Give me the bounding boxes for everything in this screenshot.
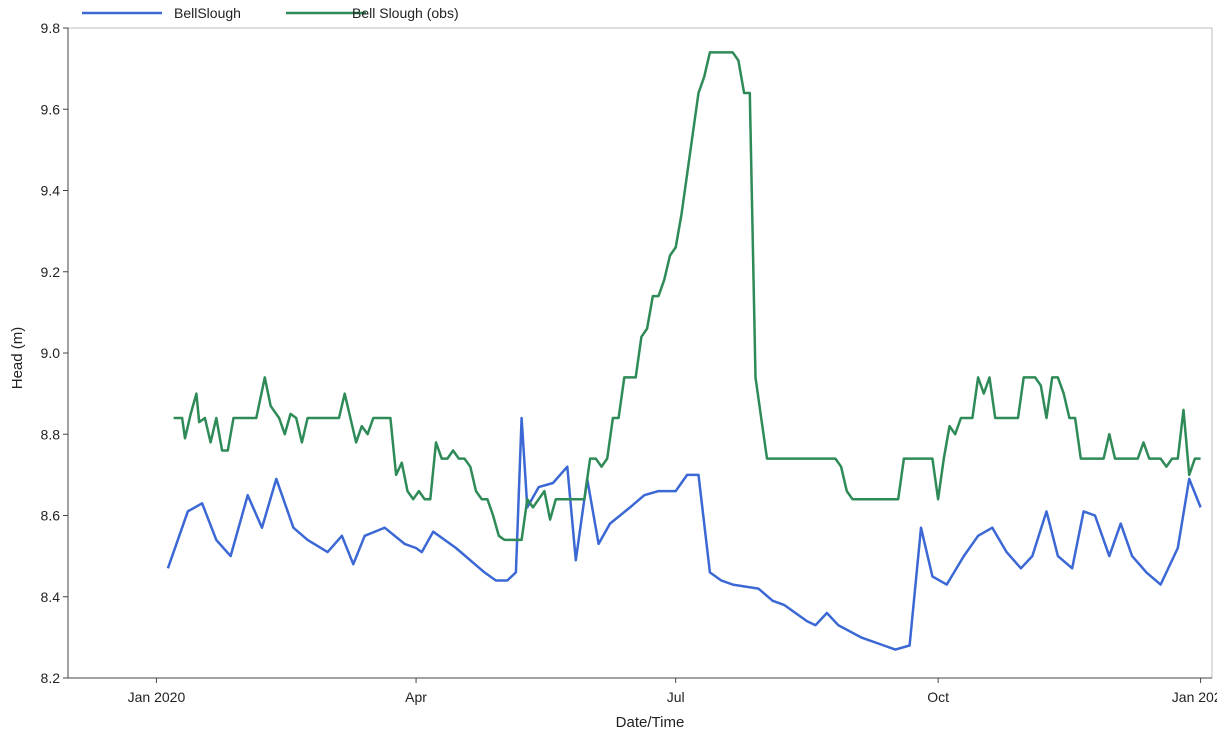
y-tick-label: 8.2: [41, 670, 61, 686]
x-tick-label: Jan 2021: [1172, 689, 1217, 705]
legend-label-bell-slough-obs: Bell Slough (obs): [352, 5, 459, 21]
x-tick-label: Jul: [667, 689, 685, 705]
y-tick-label: 8.4: [41, 589, 61, 605]
y-tick-label: 9.8: [41, 20, 61, 36]
legend: BellSlough Bell Slough (obs): [82, 5, 459, 21]
x-axis: Jan 2020 Apr Jul Oct Jan 2021: [68, 677, 1217, 705]
y-tick-label: 8.6: [41, 508, 61, 524]
y-tick-label: 9.4: [41, 183, 61, 199]
x-tick-label: Oct: [927, 689, 949, 705]
series-line-bellslough: [166, 416, 1202, 651]
y-axis: 8.2 8.4 8.6 8.8 9.0 9.2 9.4 9.6 9.8: [41, 20, 69, 686]
legend-label-bellslough: BellSlough: [174, 5, 241, 21]
x-axis-title: Date/Time: [616, 714, 685, 731]
x-tick-label: Apr: [405, 689, 427, 705]
series-layer: [166, 51, 1202, 651]
y-axis-title: Head (m): [9, 327, 26, 390]
series-line-bell-slough-obs: [173, 51, 1201, 542]
y-tick-label: 9.6: [41, 101, 61, 117]
x-tick-label: Jan 2020: [128, 689, 186, 705]
plot-area: [68, 27, 1213, 678]
y-tick-label: 9.2: [41, 264, 61, 280]
y-tick-label: 8.8: [41, 426, 61, 442]
y-tick-label: 9.0: [41, 345, 61, 361]
